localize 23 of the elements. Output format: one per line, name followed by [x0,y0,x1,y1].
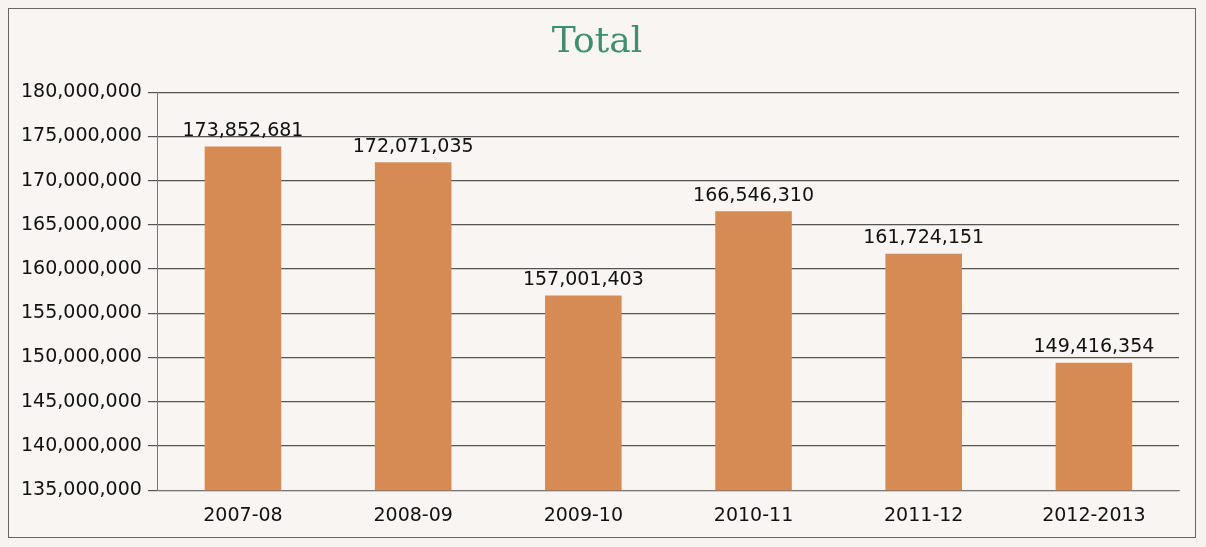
data-label: 161,724,151 [863,225,985,248]
y-tick-label: 165,000,000 [21,211,142,234]
y-tick-label: 170,000,000 [21,167,142,190]
data-label: 172,071,035 [352,133,474,156]
data-label: 173,852,681 [182,118,304,141]
y-tick-label: 150,000,000 [21,344,142,367]
x-tick-label: 2009-10 [543,502,624,525]
x-tick-label: 2010-11 [713,502,794,525]
y-tick-label: 145,000,000 [21,388,142,411]
data-label: 166,546,310 [693,182,814,205]
x-tick-label: 2007-08 [203,502,283,525]
x-tick-label: 2012-2013 [1042,502,1146,525]
y-tick-label: 160,000,000 [21,256,142,279]
data-label: 149,416,354 [1033,334,1155,357]
y-tick-label: 175,000,000 [21,123,142,146]
y-tick-label: 140,000,000 [21,432,142,455]
chart-title: Total [551,18,643,60]
x-tick-label: 2008-09 [373,502,453,525]
x-tick-label: 2011-12 [884,502,964,525]
y-tick-label: 180,000,000 [21,79,142,102]
y-tick-label: 135,000,000 [21,477,142,500]
data-label: 157,001,403 [522,267,644,290]
y-tick-label: 155,000,000 [21,300,142,323]
